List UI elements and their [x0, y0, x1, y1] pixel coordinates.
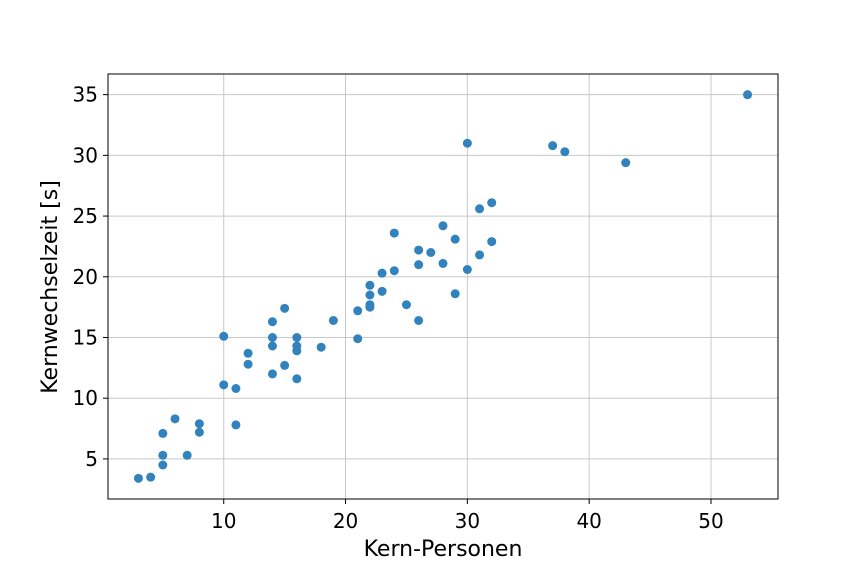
data-point	[280, 360, 290, 370]
data-point	[292, 374, 302, 384]
data-point	[267, 369, 277, 379]
data-point	[743, 90, 753, 100]
data-point	[389, 266, 399, 276]
data-point	[194, 427, 204, 437]
data-point	[231, 420, 241, 430]
data-point	[389, 228, 399, 238]
y-tick-label: 5	[85, 447, 98, 471]
data-point	[462, 138, 472, 148]
data-point	[158, 450, 168, 460]
data-point	[194, 419, 204, 429]
x-axis-ticks: 10 20 30 40 50	[211, 499, 724, 533]
data-point	[560, 147, 570, 157]
data-point	[401, 300, 411, 310]
x-tick-label: 10	[211, 509, 236, 533]
x-tick-label: 50	[698, 509, 723, 533]
data-point	[231, 384, 241, 393]
data-point	[487, 237, 497, 247]
grid-lines	[108, 74, 778, 499]
data-point	[377, 286, 387, 296]
data-point	[414, 316, 424, 325]
data-point	[267, 341, 277, 351]
data-points	[133, 90, 753, 483]
data-point	[182, 450, 192, 460]
data-point	[548, 141, 558, 151]
data-point	[243, 359, 253, 369]
data-point	[438, 221, 448, 231]
data-point	[487, 198, 497, 208]
y-tick-label: 30	[73, 143, 98, 167]
data-point	[267, 333, 277, 342]
data-point	[158, 428, 168, 438]
data-point	[146, 472, 156, 482]
x-tick-label: 30	[455, 509, 480, 533]
data-point	[365, 280, 375, 290]
plot-frame	[107, 73, 779, 500]
data-point	[133, 473, 143, 483]
y-tick-label: 10	[73, 386, 98, 410]
data-point	[353, 306, 363, 316]
data-point	[219, 331, 229, 341]
data-point	[328, 316, 338, 325]
y-tick-label: 25	[73, 204, 98, 228]
data-point	[292, 341, 302, 351]
data-point	[365, 290, 375, 300]
data-point	[450, 289, 460, 299]
data-point	[621, 158, 631, 168]
data-point	[170, 414, 180, 424]
y-tick-label: 15	[73, 326, 98, 350]
y-axis-label: Kernwechselzeit [s]	[38, 180, 63, 394]
data-point	[450, 234, 460, 244]
x-axis-label: Kern-Personen	[364, 537, 523, 562]
data-point	[243, 348, 253, 358]
data-point	[292, 333, 302, 342]
data-point	[414, 245, 424, 255]
data-point	[219, 380, 229, 390]
y-tick-label: 20	[73, 265, 98, 289]
data-point	[426, 248, 436, 257]
y-tick-label: 35	[73, 83, 98, 107]
data-point	[475, 204, 485, 214]
data-point	[316, 342, 326, 352]
data-point	[353, 334, 363, 344]
data-point	[365, 300, 375, 310]
data-point	[377, 268, 387, 278]
data-point	[414, 260, 424, 270]
x-tick-label: 40	[576, 509, 601, 533]
data-point	[158, 460, 168, 470]
y-axis-ticks: 5 10 15 20 25 30 35	[73, 83, 108, 471]
data-point	[280, 303, 290, 313]
data-point	[438, 258, 448, 268]
data-point	[475, 250, 485, 260]
data-point	[267, 317, 277, 327]
x-tick-label: 20	[333, 509, 358, 533]
data-point	[462, 265, 472, 274]
